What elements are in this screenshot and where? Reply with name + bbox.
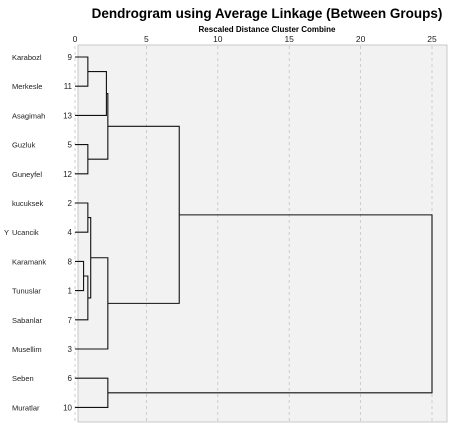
leaf-id: 2 — [68, 199, 73, 208]
leaf-id: 12 — [63, 170, 72, 179]
leaf-id: 1 — [68, 287, 73, 296]
leaf-label: kucuksek — [12, 199, 44, 208]
leaf-label: Tunuslar — [12, 287, 41, 296]
x-tick-label: 0 — [73, 34, 78, 44]
leaf-id: 5 — [68, 141, 73, 150]
x-tick-label: 5 — [144, 34, 149, 44]
x-tick-label: 15 — [284, 34, 294, 44]
leaf-label: Asagimah — [12, 111, 45, 120]
plot-area — [77, 44, 448, 423]
leaf-id: 10 — [63, 403, 72, 412]
leaf-label: Guneyfel — [12, 170, 42, 179]
leaf-id: 11 — [64, 82, 73, 91]
leaf-label: Sabanlar — [12, 316, 43, 325]
leaf-id: 8 — [68, 257, 73, 266]
y-axis-label: Y — [4, 228, 9, 237]
leaf-label: Merkesle — [12, 82, 42, 91]
leaf-id: 9 — [68, 53, 73, 62]
chart-title: Dendrogram using Average Linkage (Betwee… — [91, 6, 443, 21]
x-tick-label: 10 — [213, 34, 223, 44]
leaf-label: Karamank — [12, 257, 46, 266]
leaf-id: 3 — [68, 345, 73, 354]
leaf-label: Muratlar — [12, 403, 40, 412]
leaf-id: 4 — [68, 228, 73, 237]
leaf-label: Musellim — [12, 345, 42, 354]
leaf-label: Guzluk — [12, 141, 36, 150]
leaf-id: 7 — [68, 316, 73, 325]
leaf-label: Karabozl — [12, 53, 42, 62]
x-axis-label: Rescaled Distance Cluster Combine — [198, 25, 336, 34]
leaf-id: 6 — [68, 374, 73, 383]
leaf-label: Ucancik — [12, 228, 39, 237]
leaf-label: Seben — [12, 374, 34, 383]
leaf-id: 13 — [63, 111, 72, 120]
x-tick-label: 20 — [356, 34, 366, 44]
dendrogram-link — [107, 214, 433, 394]
x-tick-label: 25 — [427, 34, 437, 44]
